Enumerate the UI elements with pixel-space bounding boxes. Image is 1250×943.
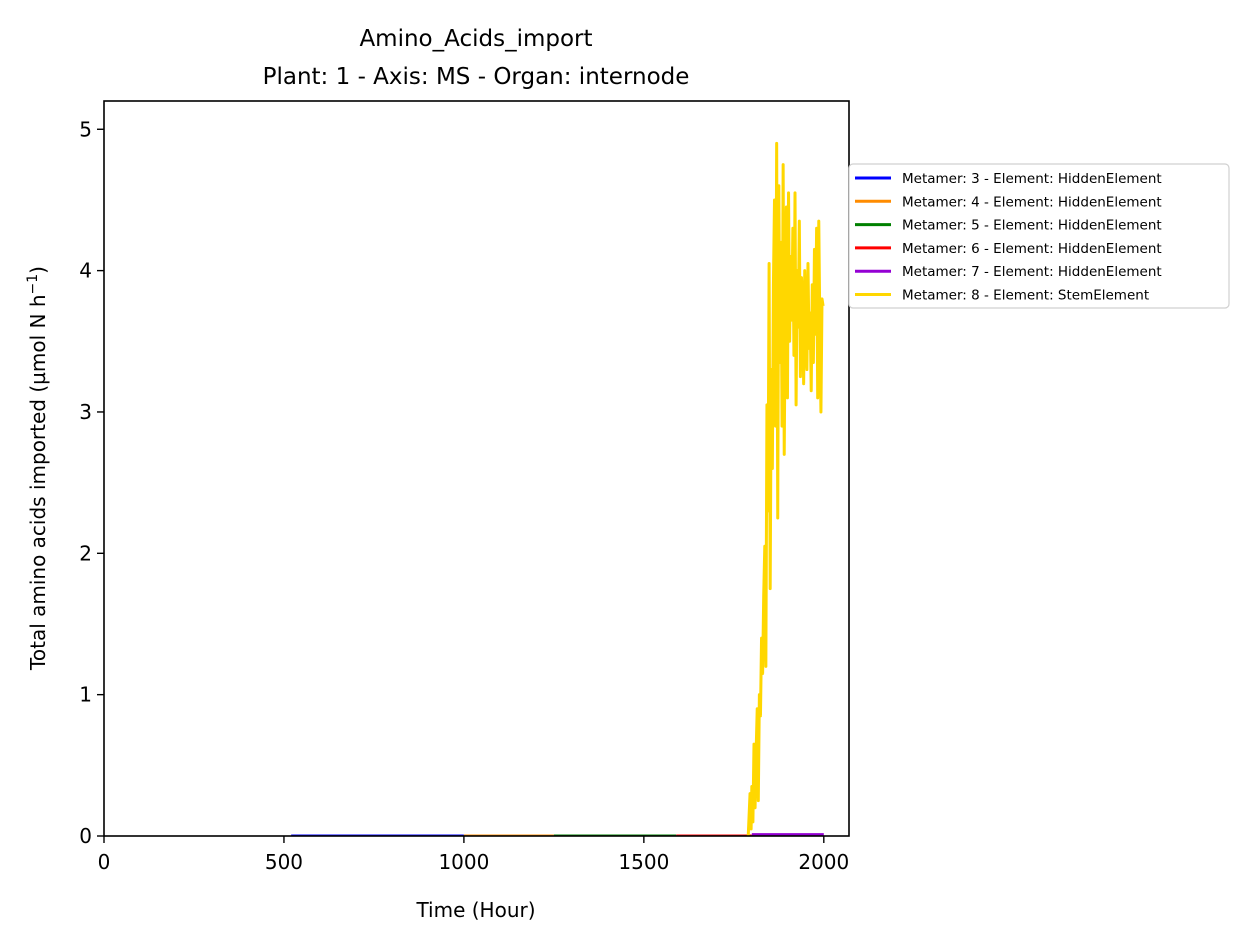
y-tick-label-1: 1 xyxy=(79,683,92,707)
y-axis-label: Total amino acids imported (µmol N h−1) xyxy=(25,266,50,671)
legend-label-4: Metamer: 6 - Element: HiddenElement xyxy=(902,241,1162,257)
x-tick-label-1: 500 xyxy=(265,850,303,874)
legend-box xyxy=(848,163,1230,309)
x-tick-label-2: 1000 xyxy=(438,850,489,874)
x-tick-label-0: 0 xyxy=(98,850,111,874)
y-tick-label-3: 3 xyxy=(79,400,92,424)
y-tick-label-4: 4 xyxy=(79,259,92,283)
y-tick-label-0: 0 xyxy=(79,824,92,848)
y-axis-label-main: Total amino acids imported (µmol N h xyxy=(26,294,50,670)
x-tick-label-3: 1500 xyxy=(618,850,669,874)
series-layer xyxy=(291,141,825,836)
y-axis-label-superscript: −1 xyxy=(25,274,41,295)
y-axis-label-close: ) xyxy=(26,266,50,274)
legend-label-3: Metamer: 5 - Element: HiddenElement xyxy=(902,218,1162,234)
x-axis-label: Time (Hour) xyxy=(415,898,535,922)
legend-label-5: Metamer: 7 - Element: HiddenElement xyxy=(902,264,1162,280)
y-tick-label-2: 2 xyxy=(79,541,92,565)
legend: Metamer: 3 - Element: HiddenElement Metam… xyxy=(848,163,1230,309)
plot-frame xyxy=(103,100,850,837)
chart-subtitle: Plant: 1 - Axis: MS - Organ: internode xyxy=(263,64,690,90)
legend-label-1: Metamer: 3 - Element: HiddenElement xyxy=(902,171,1162,187)
y-axis: 0 1 2 3 4 5 xyxy=(79,117,104,848)
x-axis: 0 500 1000 1500 2000 xyxy=(98,836,849,874)
y-tick-label-5: 5 xyxy=(79,117,92,141)
x-tick-label-4: 2000 xyxy=(798,850,849,874)
legend-label-2: Metamer: 4 - Element: HiddenElement xyxy=(902,194,1162,210)
legend-label-6: Metamer: 8 - Element: StemElement xyxy=(902,288,1149,304)
series-line-6 xyxy=(746,141,825,836)
chart-title: Amino_Acids_import xyxy=(359,26,592,52)
